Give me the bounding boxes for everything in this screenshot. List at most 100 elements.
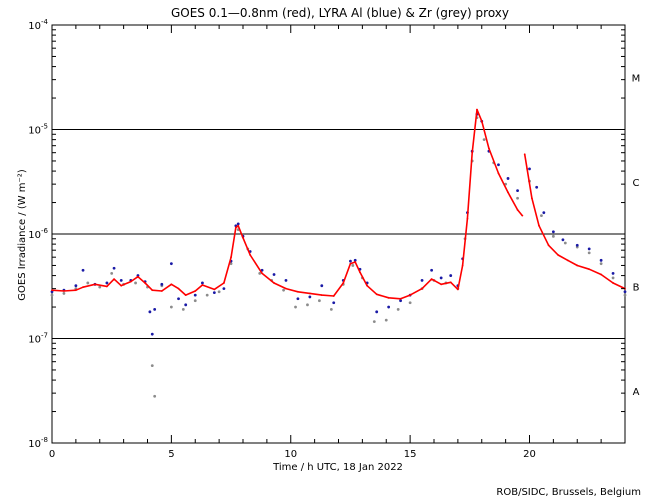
y-tick-label: 10-8 bbox=[28, 436, 48, 450]
y-tick-label: 10-5 bbox=[28, 123, 48, 137]
data-point bbox=[160, 282, 164, 286]
data-point bbox=[212, 291, 216, 294]
data-point bbox=[148, 310, 152, 314]
x-tick-label: 5 bbox=[168, 449, 174, 460]
data-point bbox=[63, 290, 65, 292]
data-point bbox=[119, 278, 123, 282]
data-point bbox=[547, 244, 550, 247]
y-tick-exponent: -5 bbox=[41, 123, 48, 131]
data-point bbox=[282, 288, 285, 292]
data-point bbox=[106, 285, 108, 288]
data-point bbox=[296, 297, 300, 301]
data-point bbox=[488, 147, 490, 150]
data-point bbox=[497, 163, 500, 167]
data-point bbox=[242, 236, 244, 239]
data-point bbox=[272, 273, 276, 276]
data-point bbox=[201, 281, 204, 285]
data-point bbox=[563, 241, 567, 245]
data-point bbox=[113, 278, 115, 281]
data-point bbox=[540, 214, 543, 217]
flare-class-axis: A B C M bbox=[632, 73, 641, 398]
data-point bbox=[294, 305, 297, 309]
credit-text: ROB/SIDC, Brussels, Belgium bbox=[496, 487, 641, 498]
y-axis-label: GOES Irradiance / (W m⁻²) bbox=[17, 169, 28, 301]
data-point bbox=[408, 301, 412, 305]
data-point bbox=[137, 275, 139, 278]
data-point bbox=[236, 222, 240, 226]
data-point bbox=[201, 284, 204, 286]
data-point bbox=[134, 281, 137, 285]
y-tick-label: 10-4 bbox=[28, 18, 48, 32]
data-point bbox=[213, 288, 216, 291]
data-point bbox=[530, 197, 533, 200]
series-0 bbox=[51, 108, 524, 300]
data-point bbox=[62, 292, 66, 295]
data-point bbox=[516, 189, 519, 193]
data-point bbox=[194, 290, 197, 292]
data-point bbox=[318, 299, 321, 303]
y-tick-exponent: -6 bbox=[41, 227, 49, 235]
series-line bbox=[523, 154, 626, 290]
data-point bbox=[430, 268, 434, 272]
data-point bbox=[523, 153, 526, 156]
data-point bbox=[86, 281, 90, 285]
data-point bbox=[611, 276, 615, 280]
data-point bbox=[542, 211, 546, 215]
data-point bbox=[623, 290, 627, 294]
data-point bbox=[528, 167, 531, 171]
data-point bbox=[466, 217, 469, 220]
data-point bbox=[284, 278, 288, 282]
series-layer bbox=[50, 108, 627, 398]
data-point bbox=[229, 262, 233, 266]
data-point bbox=[160, 290, 163, 292]
data-point bbox=[249, 254, 252, 256]
data-point bbox=[320, 294, 323, 297]
plot-area bbox=[50, 24, 627, 444]
data-point bbox=[177, 297, 180, 301]
data-point bbox=[237, 224, 240, 227]
data-point bbox=[561, 238, 565, 242]
data-point bbox=[170, 283, 173, 286]
data-point bbox=[112, 266, 116, 270]
data-point bbox=[387, 296, 390, 299]
data-point bbox=[461, 264, 464, 267]
data-point bbox=[566, 259, 569, 262]
data-point bbox=[420, 278, 424, 282]
data-point bbox=[150, 364, 154, 368]
data-point bbox=[349, 262, 352, 265]
data-point bbox=[320, 284, 324, 288]
data-point bbox=[359, 271, 361, 274]
data-point bbox=[151, 289, 154, 292]
data-point bbox=[557, 254, 560, 256]
data-point bbox=[384, 318, 388, 322]
data-point bbox=[51, 289, 53, 292]
data-point bbox=[74, 289, 77, 292]
data-point bbox=[193, 299, 197, 303]
series-line bbox=[51, 108, 523, 300]
data-point bbox=[526, 167, 529, 170]
y-tick-label: 10-7 bbox=[28, 332, 48, 346]
data-point bbox=[409, 294, 412, 297]
data-point bbox=[351, 264, 355, 267]
data-point bbox=[234, 226, 237, 229]
data-point bbox=[375, 310, 379, 314]
series-2 bbox=[50, 112, 627, 336]
data-point bbox=[516, 209, 519, 211]
data-point bbox=[285, 287, 287, 290]
data-point bbox=[169, 305, 173, 309]
y-tick-exponent: -4 bbox=[41, 18, 49, 26]
data-point bbox=[439, 276, 443, 280]
data-point bbox=[372, 320, 376, 324]
y-tick-label: 10-6 bbox=[28, 227, 48, 241]
data-point bbox=[205, 293, 209, 297]
data-point bbox=[153, 394, 157, 398]
data-point bbox=[551, 234, 555, 238]
data-point bbox=[576, 264, 579, 267]
data-point bbox=[184, 303, 188, 307]
data-point bbox=[430, 278, 433, 281]
data-point bbox=[169, 262, 173, 266]
data-point bbox=[94, 283, 96, 286]
data-point bbox=[587, 247, 591, 251]
flare-class-label: C bbox=[633, 178, 640, 189]
